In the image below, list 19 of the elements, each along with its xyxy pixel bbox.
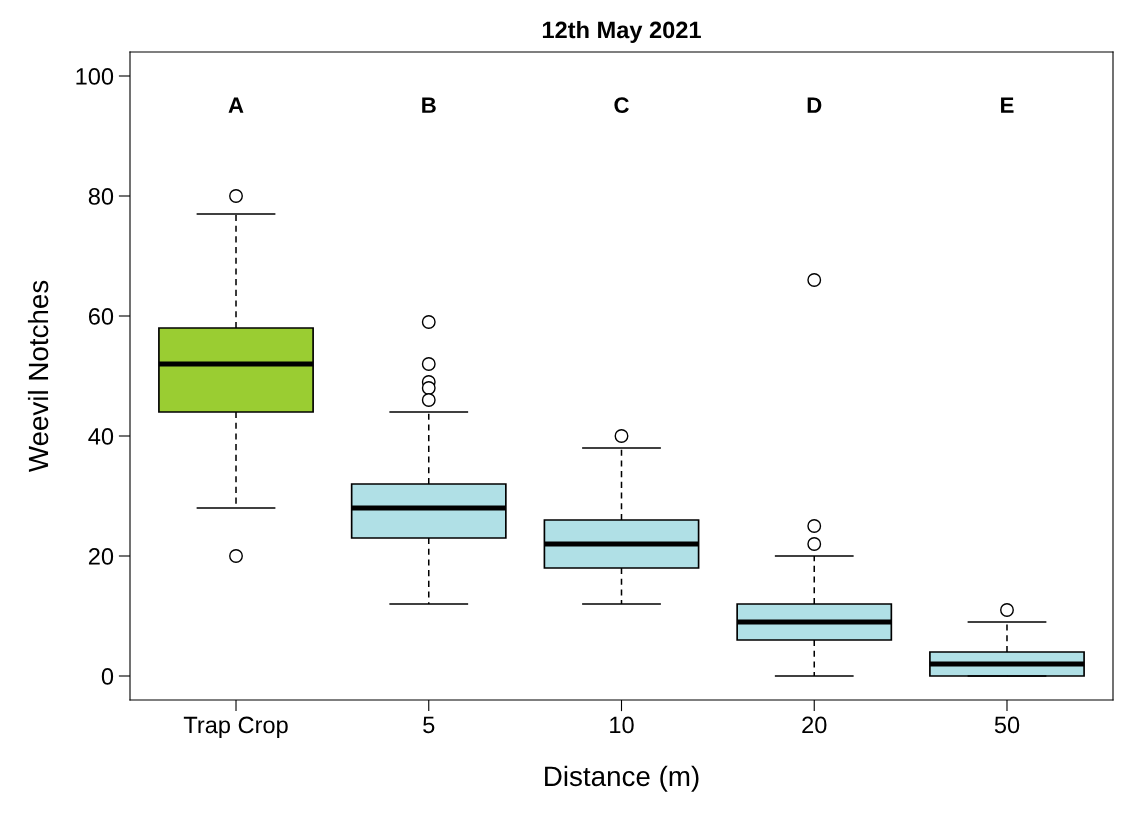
y-tick-label: 0 [101,668,114,685]
x-tick-label: 5 [423,716,435,734]
y-axis-title: Weevil Notches [27,280,49,473]
x-tick-label: 50 [994,716,1020,734]
annotation: C [614,97,629,114]
annotation: B [422,97,436,113]
chart-title: 12th May 2021 [542,21,701,44]
x-tick-label: 20 [802,716,827,734]
annotation: E [1001,97,1014,113]
y-tick-label: 60 [88,308,114,325]
annotation: A [228,97,244,113]
x-tick-label: 10 [610,716,634,734]
y-tick-label: 80 [88,188,114,205]
y-tick-label: 40 [88,428,114,445]
y-tick-label: 20 [88,548,114,565]
y-tick-label: 100 [76,68,114,85]
x-tick-label: Trap Crop [183,716,288,738]
x-axis-title: Distance (m) [545,765,699,792]
annotation: D [807,97,822,113]
